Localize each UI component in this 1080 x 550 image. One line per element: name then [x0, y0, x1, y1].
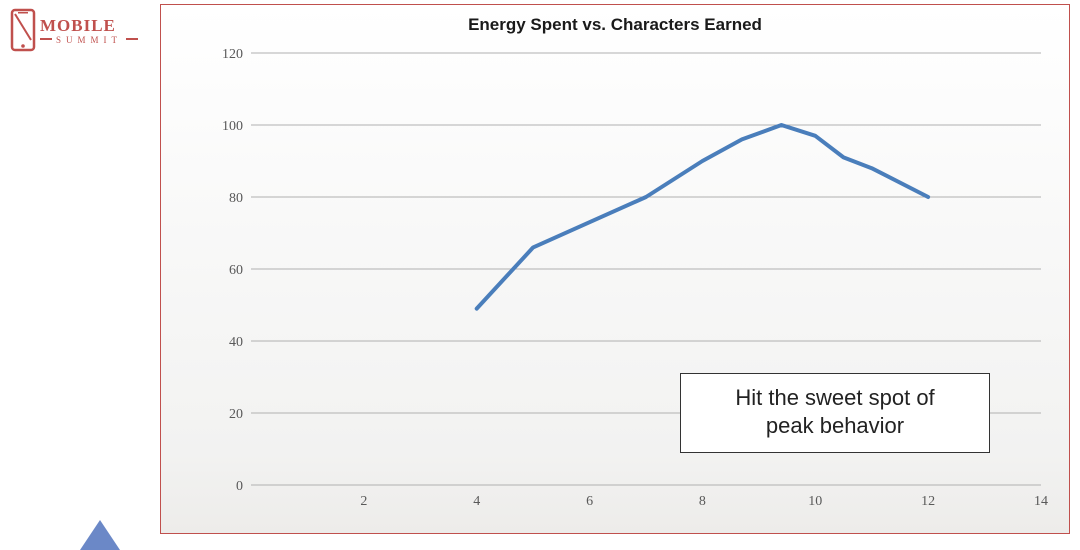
- svg-text:12: 12: [921, 494, 935, 509]
- svg-text:60: 60: [229, 263, 243, 278]
- svg-text:100: 100: [222, 119, 243, 134]
- mobile-summit-logo: MOBILE SUMMIT: [8, 6, 148, 56]
- svg-text:0: 0: [236, 479, 243, 494]
- line-chart: 0 20 40 60 80 100 120 2 4 6 8 10 12 14 Hit the sweet s…: [211, 45, 1051, 515]
- svg-text:8: 8: [699, 494, 706, 509]
- svg-text:6: 6: [586, 494, 593, 509]
- svg-text:80: 80: [229, 191, 243, 206]
- chart-card: Energy Spent vs. Characters Earned 0 20 40…: [160, 4, 1070, 534]
- svg-text:40: 40: [229, 335, 243, 350]
- svg-text:2: 2: [360, 494, 367, 509]
- svg-text:4: 4: [473, 494, 480, 509]
- logo-subtitle: SUMMIT: [56, 35, 122, 45]
- caption-box: Hit the sweet spot ofpeak behavior: [680, 373, 990, 452]
- svg-text:120: 120: [222, 47, 243, 62]
- blue-triangle-decor: [80, 520, 120, 550]
- chart-title: Energy Spent vs. Characters Earned: [161, 5, 1069, 35]
- caption-text: Hit the sweet spot ofpeak behavior: [681, 374, 989, 449]
- svg-text:20: 20: [229, 407, 243, 422]
- svg-text:10: 10: [808, 494, 822, 509]
- svg-text:14: 14: [1034, 494, 1048, 509]
- logo-brand: MOBILE: [40, 16, 116, 35]
